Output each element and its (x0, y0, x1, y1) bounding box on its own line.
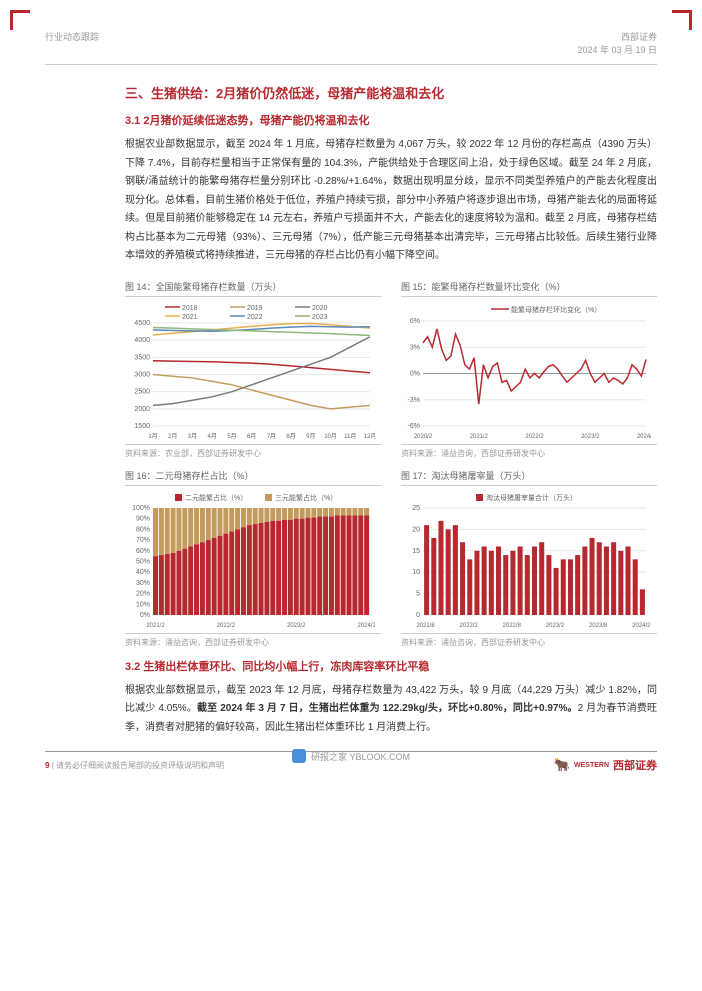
svg-text:-6%: -6% (408, 423, 420, 430)
section-heading-2: 3.1 2月猪价延续低迷态势，母猪产能仍将温和去化 (125, 112, 657, 128)
svg-text:15: 15 (412, 547, 420, 554)
svg-text:10月: 10月 (324, 433, 337, 440)
chart-16-source: 资料来源：涌益咨询，西部证券研发中心 (125, 633, 381, 648)
section-heading-3: 3.2 生猪出栏体重环比、同比均小幅上行，冻肉库容率环比平稳 (125, 658, 657, 674)
svg-text:2023/2: 2023/2 (581, 434, 600, 440)
svg-text:2024/2: 2024/2 (637, 434, 651, 440)
svg-text:2021/2: 2021/2 (470, 434, 489, 440)
chart-15-title: 图 15：能繁母猪存栏数量环比变化（%） (401, 280, 657, 297)
section-heading-1: 三、生猪供给：2月猪价仍然低迷，母猪产能将温和去化 (125, 83, 657, 102)
svg-text:2021/8: 2021/8 (416, 623, 435, 629)
chart-14: 图 14：全国能繁母猪存栏数量（万头） 2018 2019 2020 2021 2022… (125, 280, 381, 459)
svg-text:7月: 7月 (267, 433, 276, 440)
svg-text:6%: 6% (410, 318, 420, 325)
svg-text:2022/2: 2022/2 (217, 623, 236, 629)
svg-text:4月: 4月 (208, 433, 217, 440)
svg-text:0: 0 (416, 612, 420, 619)
svg-text:11月: 11月 (344, 433, 356, 440)
svg-text:90%: 90% (136, 515, 150, 522)
page-header: 行业动态跟踪 西部证券 2024 年 03 月 19 日 (45, 30, 657, 56)
svg-text:20%: 20% (136, 590, 150, 597)
header-company: 西部证券 (577, 30, 657, 43)
svg-text:2024/2: 2024/2 (632, 623, 651, 629)
svg-text:50%: 50% (136, 558, 150, 565)
svg-text:2021/2: 2021/2 (146, 623, 165, 629)
svg-text:0%: 0% (410, 370, 420, 377)
svg-text:10: 10 (412, 569, 420, 576)
corner-decoration-tl (10, 10, 30, 30)
svg-text:30%: 30% (136, 579, 150, 586)
logo-icon: 🐂 (554, 757, 570, 773)
svg-text:1月: 1月 (148, 433, 157, 440)
paragraph-1: 根据农业部数据显示，截至 2024 年 1 月底，母猪存栏数量为 4,067 万… (125, 136, 657, 266)
svg-text:100%: 100% (132, 505, 150, 512)
svg-text:10%: 10% (136, 601, 150, 608)
chart-17-title: 图 17：淘汰母猪屠宰量（万头） (401, 469, 657, 486)
chart-16: 图 16：二元母猪存栏占比（%） 二元能繁占比（%） 三元能繁占比（%） 0% 10%… (125, 469, 381, 648)
header-left: 行业动态跟踪 (45, 30, 99, 56)
svg-text:70%: 70% (136, 537, 150, 544)
logo-en: WESTERN (574, 762, 609, 769)
svg-text:3000: 3000 (134, 371, 150, 378)
svg-text:2000: 2000 (134, 405, 150, 412)
svg-text:4000: 4000 (134, 337, 150, 344)
page-number: 9 (45, 761, 49, 770)
svg-text:2500: 2500 (134, 388, 150, 395)
svg-text:4500: 4500 (134, 320, 150, 327)
svg-text:二元能繁占比（%）: 二元能繁占比（%） (185, 493, 247, 502)
header-date: 2024 年 03 月 19 日 (577, 43, 657, 56)
svg-text:2024/2: 2024/2 (357, 623, 375, 629)
svg-text:2019: 2019 (247, 305, 263, 312)
logo-cn: 西部证券 (613, 757, 657, 773)
svg-text:9月: 9月 (306, 433, 315, 440)
svg-text:1500: 1500 (134, 423, 150, 430)
chart-17-source: 资料来源：涌益咨询，西部证券研发中心 (401, 633, 657, 648)
svg-text:25: 25 (412, 505, 420, 512)
chart-15: 图 15：能繁母猪存栏数量环比变化（%） 能繁母猪存栏环比变化（%） -6% -3%… (401, 280, 657, 459)
svg-text:0%: 0% (140, 612, 150, 619)
svg-text:2022: 2022 (247, 314, 263, 321)
svg-text:2020: 2020 (312, 305, 328, 312)
svg-text:80%: 80% (136, 526, 150, 533)
svg-text:5月: 5月 (227, 433, 236, 440)
chart-17: 图 17：淘汰母猪屠宰量（万头） 淘汰母猪屠宰量合计（万头） 0 5 10 15 20 25… (401, 469, 657, 648)
svg-text:3%: 3% (410, 344, 420, 351)
corner-decoration-tr (672, 10, 692, 30)
svg-text:2023: 2023 (312, 314, 328, 321)
svg-text:40%: 40% (136, 569, 150, 576)
company-logo: 🐂 WESTERN 西部证券 (554, 757, 657, 773)
svg-text:3500: 3500 (134, 354, 150, 361)
svg-text:5: 5 (416, 590, 420, 597)
chart-14-title: 图 14：全国能繁母猪存栏数量（万头） (125, 280, 381, 297)
footer-disclaimer-text: 请务必仔细阅读报告尾部的投资评级说明和声明 (56, 761, 224, 770)
svg-text:2022/2: 2022/2 (459, 623, 478, 629)
svg-text:2023/2: 2023/2 (546, 623, 565, 629)
svg-text:3月: 3月 (188, 433, 197, 440)
svg-text:能繁母猪存栏环比变化（%）: 能繁母猪存栏环比变化（%） (511, 305, 601, 314)
svg-text:2018: 2018 (182, 305, 198, 312)
svg-text:12月: 12月 (364, 433, 375, 440)
chart-14-source: 资料来源：农业部，西部证券研发中心 (125, 444, 381, 459)
chart-15-source: 资料来源：涌益咨询，西部证券研发中心 (401, 444, 657, 459)
svg-text:淘汰母猪屠宰量合计（万头）: 淘汰母猪屠宰量合计（万头） (486, 493, 577, 502)
svg-text:2021: 2021 (182, 314, 198, 321)
svg-text:20: 20 (412, 526, 420, 533)
svg-text:-3%: -3% (408, 396, 420, 403)
svg-text:6月: 6月 (247, 433, 256, 440)
svg-text:60%: 60% (136, 547, 150, 554)
svg-text:2022/8: 2022/8 (503, 623, 522, 629)
chart-16-title: 图 16：二元母猪存栏占比（%） (125, 469, 381, 486)
svg-text:2020/2: 2020/2 (414, 434, 433, 440)
svg-text:8月: 8月 (286, 433, 295, 440)
svg-text:2月: 2月 (168, 433, 177, 440)
svg-text:2023/2: 2023/2 (287, 623, 306, 629)
svg-text:2022/2: 2022/2 (525, 434, 544, 440)
svg-text:三元能繁占比（%）: 三元能繁占比（%） (275, 493, 337, 502)
paragraph-2: 根据农业部数据显示，截至 2023 年 12 月底，母猪存栏数量为 43,422… (125, 682, 657, 738)
watermark: 研报之家 YBLOOK.COM (292, 749, 410, 763)
svg-text:2023/8: 2023/8 (589, 623, 608, 629)
